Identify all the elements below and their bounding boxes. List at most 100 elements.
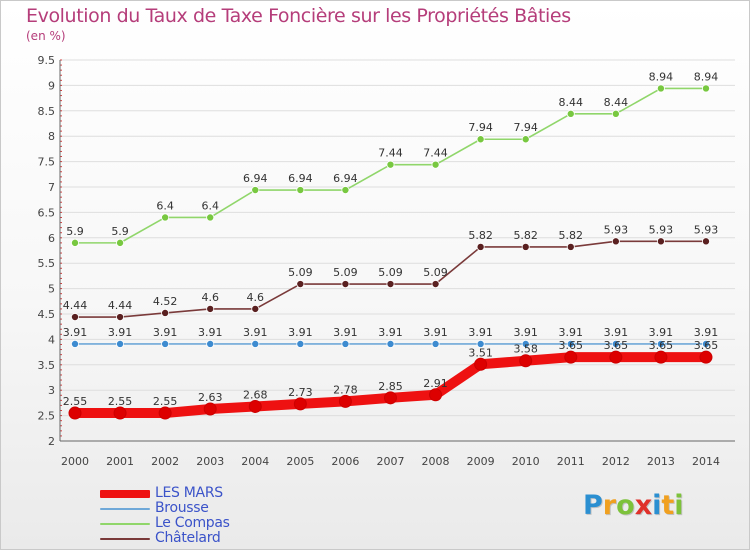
data-point bbox=[476, 339, 485, 348]
data-point bbox=[296, 186, 305, 195]
logo-letter: P bbox=[583, 490, 603, 521]
data-label: 4.44 bbox=[108, 299, 133, 312]
data-point bbox=[251, 304, 260, 313]
data-point bbox=[521, 339, 530, 348]
data-point bbox=[161, 339, 170, 348]
data-point bbox=[474, 357, 488, 371]
data-label: 7.94 bbox=[513, 121, 538, 134]
data-point bbox=[521, 242, 530, 251]
data-label: 2.63 bbox=[198, 391, 223, 404]
data-point bbox=[654, 350, 668, 364]
y-tick-label: 4.5 bbox=[38, 308, 56, 321]
data-label: 5.09 bbox=[378, 266, 403, 279]
x-tick-label: 2000 bbox=[61, 455, 89, 468]
axes: 2 2.5 3 3.5 4 4.5 5 5.5 6 6.5 7 7.5 8 8.5 9 9.5 2000 2001… bbox=[38, 54, 735, 468]
x-tick-label: 2013 bbox=[647, 455, 675, 468]
data-label: 6.4 bbox=[201, 199, 219, 212]
data-label: 3.65 bbox=[694, 339, 719, 352]
data-label: 5.09 bbox=[333, 266, 358, 279]
data-label: 5.09 bbox=[423, 266, 448, 279]
y-tick-label: 2 bbox=[48, 435, 55, 448]
x-tick-label: 2010 bbox=[512, 455, 540, 468]
data-point bbox=[521, 135, 530, 144]
y-tick-label: 4 bbox=[48, 333, 55, 346]
data-label: 2.68 bbox=[243, 388, 268, 401]
data-label: 3.91 bbox=[108, 326, 133, 339]
data-label: 7.94 bbox=[468, 121, 493, 134]
data-point bbox=[71, 238, 80, 247]
data-point bbox=[566, 242, 575, 251]
data-label: 8.94 bbox=[694, 70, 719, 83]
data-point bbox=[701, 339, 710, 348]
data-point bbox=[699, 350, 713, 364]
data-point bbox=[383, 391, 397, 405]
data-label: 8.94 bbox=[649, 70, 674, 83]
data-label: 5.9 bbox=[66, 225, 84, 238]
y-tick-label: 2.5 bbox=[38, 410, 56, 423]
x-tick-label: 2001 bbox=[106, 455, 134, 468]
data-point bbox=[431, 339, 440, 348]
data-label: 3.91 bbox=[153, 326, 178, 339]
legend-item-le-compas: Le Compas bbox=[100, 516, 320, 531]
x-tick-label: 2006 bbox=[331, 455, 359, 468]
data-label: 3.91 bbox=[333, 326, 358, 339]
data-label: 8.44 bbox=[604, 96, 629, 109]
data-label: 2.55 bbox=[153, 395, 178, 408]
y-tick-label: 8 bbox=[48, 130, 55, 143]
logo-letter: t bbox=[661, 490, 675, 521]
data-point bbox=[701, 84, 710, 93]
data-label: 3.65 bbox=[649, 339, 674, 352]
data-label: 7.44 bbox=[423, 147, 448, 160]
data-label: 3.51 bbox=[468, 346, 493, 359]
y-tick-label: 6.5 bbox=[38, 206, 56, 219]
y-tick-label: 9.5 bbox=[38, 54, 56, 67]
data-label: 2.91 bbox=[423, 377, 448, 390]
data-label: 5.93 bbox=[649, 223, 674, 236]
data-point bbox=[611, 109, 620, 118]
data-point bbox=[158, 406, 172, 420]
data-point bbox=[386, 339, 395, 348]
data-label: 5.82 bbox=[513, 229, 538, 242]
data-label: 3.58 bbox=[513, 343, 538, 356]
data-label: 5.93 bbox=[694, 223, 719, 236]
y-tick-label: 3.5 bbox=[38, 359, 56, 372]
legend-label: Brousse bbox=[155, 500, 209, 516]
legend-swatch-le-compas bbox=[100, 523, 150, 525]
data-point bbox=[656, 339, 665, 348]
x-tick-label: 2008 bbox=[422, 455, 450, 468]
data-label: 4.6 bbox=[201, 291, 219, 304]
y-tick-label: 5.5 bbox=[38, 257, 56, 270]
chart-title: Evolution du Taux de Taxe Foncière sur l… bbox=[26, 5, 571, 27]
data-label: 2.73 bbox=[288, 386, 313, 399]
x-tick-label: 2011 bbox=[557, 455, 585, 468]
data-label: 5.82 bbox=[559, 229, 584, 242]
logo-letter: i bbox=[674, 490, 684, 521]
data-point bbox=[341, 339, 350, 348]
data-label: 3.91 bbox=[694, 326, 719, 339]
data-point bbox=[519, 354, 533, 368]
data-label: 3.91 bbox=[513, 326, 538, 339]
data-point bbox=[251, 339, 260, 348]
y-tick-label: 6 bbox=[48, 232, 55, 245]
data-point bbox=[701, 237, 710, 246]
data-point bbox=[564, 350, 578, 364]
data-label: 3.65 bbox=[559, 339, 584, 352]
data-point bbox=[116, 238, 125, 247]
legend-item-les-mars: LES MARS bbox=[100, 486, 320, 501]
data-point bbox=[113, 406, 127, 420]
data-point bbox=[68, 406, 82, 420]
legend-swatch-chatelard bbox=[100, 538, 150, 540]
data-point bbox=[341, 280, 350, 289]
y-tick-label: 8.5 bbox=[38, 105, 56, 118]
data-label: 5.09 bbox=[288, 266, 313, 279]
data-label: 2.55 bbox=[63, 395, 88, 408]
data-label: 3.91 bbox=[468, 326, 493, 339]
data-label: 8.44 bbox=[559, 96, 584, 109]
legend-item-brousse: Brousse bbox=[100, 501, 320, 516]
data-label: 5.9 bbox=[111, 225, 129, 238]
data-point bbox=[656, 237, 665, 246]
data-point bbox=[476, 242, 485, 251]
data-point bbox=[338, 394, 352, 408]
logo-letter: i bbox=[652, 490, 662, 521]
